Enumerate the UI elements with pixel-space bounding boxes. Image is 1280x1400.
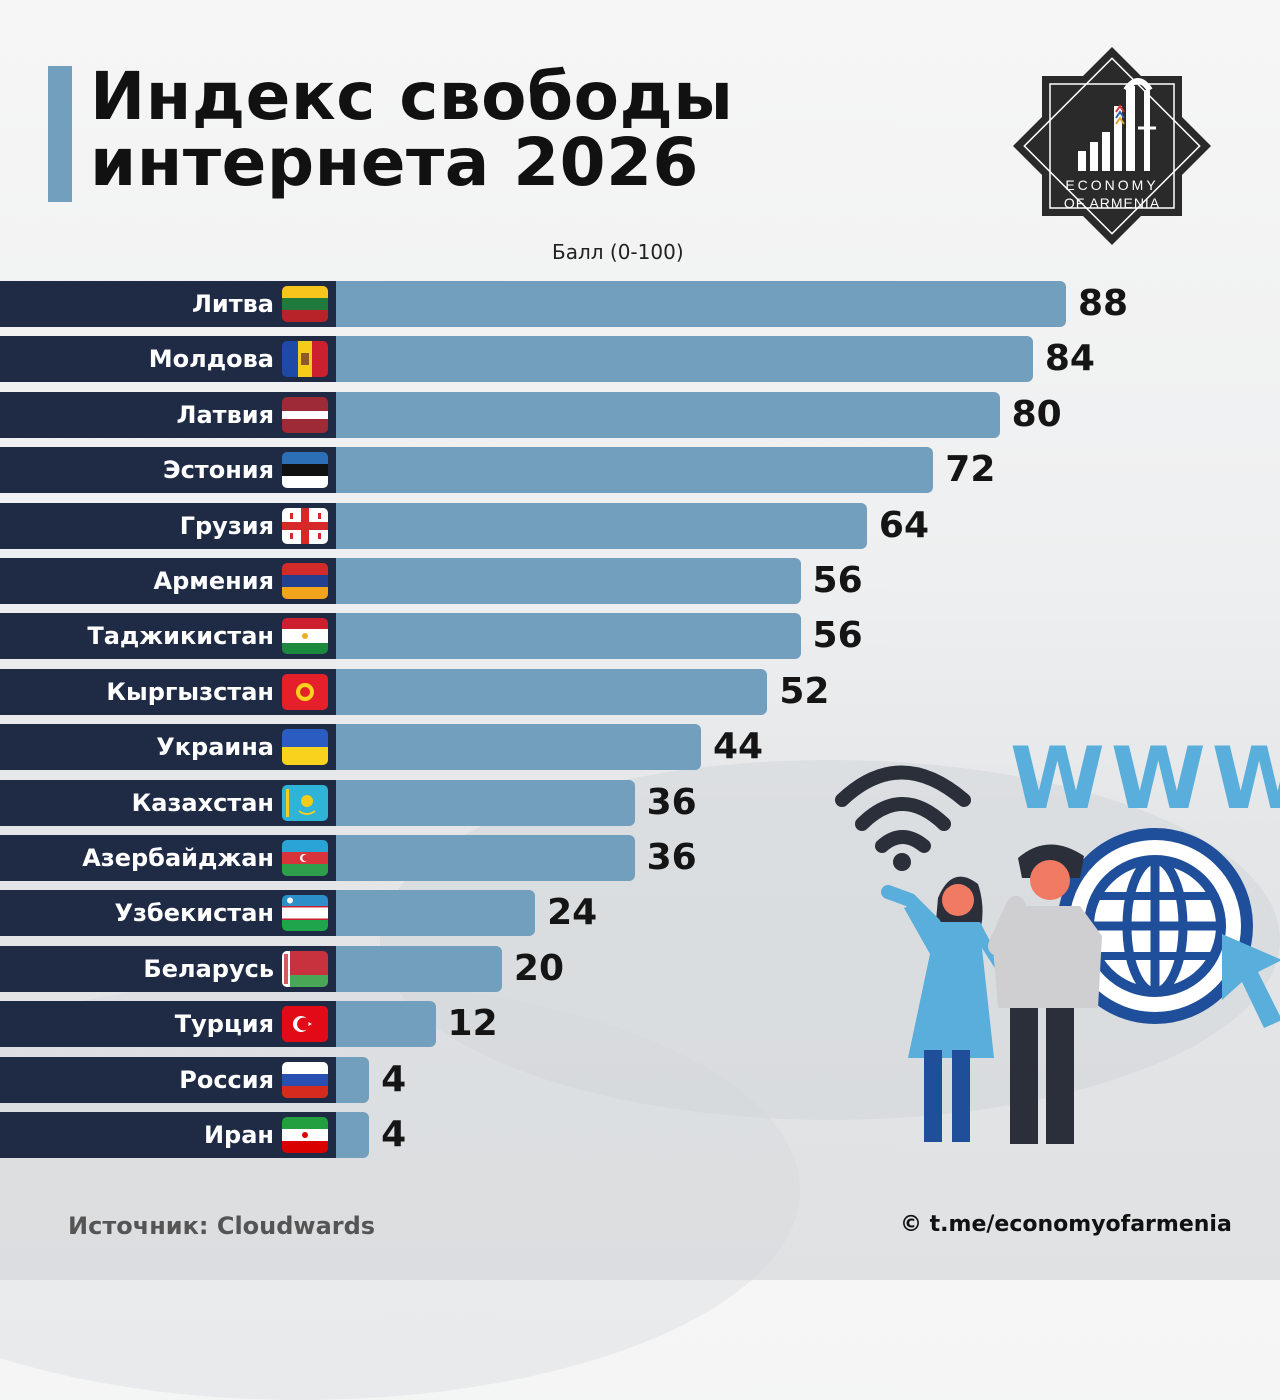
value-label: 64 xyxy=(878,504,930,546)
category-label: Украина xyxy=(156,733,274,762)
bar-label-band xyxy=(0,281,336,327)
value-label: 44 xyxy=(713,726,764,768)
man-figure xyxy=(988,844,1102,1144)
category-label: Латвия xyxy=(176,400,274,429)
tajikistan-flag xyxy=(282,618,328,655)
uzbekistan-flag xyxy=(282,895,328,932)
bar-label-band xyxy=(0,945,336,992)
bar-label-band xyxy=(0,613,336,660)
title-accent-bar xyxy=(48,66,72,202)
bar-label-band xyxy=(0,668,336,715)
kyrgyzstan-flag xyxy=(282,673,328,710)
woman-figure xyxy=(881,876,1002,1142)
kazakhstan-flag xyxy=(282,784,328,821)
bar-label-band xyxy=(0,1112,336,1158)
value-label: 12 xyxy=(447,1003,498,1045)
economy-of-armenia-logo: ECONOMY OF ARMENIA xyxy=(1013,47,1211,245)
value-label: 4 xyxy=(381,1114,407,1155)
www-text: WWW xyxy=(1010,729,1280,829)
bar-label-band xyxy=(0,724,336,771)
category-label: Таджикистан xyxy=(87,622,274,651)
value-label: 36 xyxy=(646,781,697,823)
category-label: Узбекистан xyxy=(114,899,274,928)
azerbaijan-flag xyxy=(282,840,328,876)
category-label: Эстония xyxy=(162,456,274,485)
cursor-icon xyxy=(1222,934,1280,1028)
value-label: 4 xyxy=(381,1058,407,1100)
bar-label-band xyxy=(0,558,336,604)
category-label: Азербайджан xyxy=(82,844,274,872)
value-label: 72 xyxy=(945,449,996,491)
category-label: Казахстан xyxy=(131,788,274,817)
estonia-flag xyxy=(282,452,328,489)
category-label: Армения xyxy=(153,567,274,595)
bar-label-band xyxy=(0,502,336,549)
value-label: 20 xyxy=(513,947,565,989)
value-label: 56 xyxy=(812,560,863,601)
title-line-1: Индекс свободы xyxy=(90,58,734,135)
globe-icon xyxy=(1057,828,1253,1024)
ukraine-flag xyxy=(282,729,328,766)
telegram-link[interactable]: © t.me/economyofarmenia xyxy=(900,1212,1232,1237)
category-label: Турция xyxy=(174,1010,274,1039)
category-label: Кыргызстан xyxy=(106,677,274,706)
bar-label-band xyxy=(0,779,336,826)
bar-label-band xyxy=(0,890,336,937)
turkey-flag xyxy=(282,1006,328,1043)
iran-flag xyxy=(282,1117,328,1153)
value-label: 88 xyxy=(1078,283,1129,324)
source-note: Источник: Cloudwards xyxy=(68,1212,376,1240)
armenia-flag xyxy=(282,563,328,599)
title-line-2: интернета 2026 xyxy=(90,124,699,201)
internet-illustration: WWW xyxy=(835,729,1280,1144)
category-label: Молдова xyxy=(148,345,274,374)
value-label: 80 xyxy=(1011,393,1062,435)
value-label: 52 xyxy=(779,670,830,712)
bar-chart: Литва 88 Молдова 84 Латвия 80 Эстония 72 Грузия 6… xyxy=(0,281,1129,1158)
value-label: 56 xyxy=(812,615,863,657)
bar-label-band xyxy=(0,1056,336,1103)
belarus-flag xyxy=(282,950,328,987)
category-label: Грузия xyxy=(179,511,274,540)
axis-unit-label: Балл (0-100) xyxy=(552,240,684,264)
bar-label-band xyxy=(0,447,336,494)
latvia-flag xyxy=(282,396,328,433)
logo-text-line-1: ECONOMY xyxy=(1065,177,1158,193)
value-label: 24 xyxy=(547,892,598,934)
category-label: Беларусь xyxy=(143,954,274,983)
category-label: Россия xyxy=(179,1065,274,1094)
russia-flag xyxy=(282,1061,328,1098)
category-label: Литва xyxy=(191,290,274,318)
value-label: 36 xyxy=(646,837,697,878)
bar-label-band xyxy=(0,336,336,383)
bar-label-band xyxy=(0,1001,336,1048)
bar-label-band xyxy=(0,391,336,438)
chart-title: Индекс свободы интернета 2026 xyxy=(90,64,733,196)
wifi-icon xyxy=(835,765,971,871)
bar-label-band xyxy=(0,835,336,881)
logo-text-line-2: OF ARMENIA xyxy=(1064,195,1160,211)
georgia-flag xyxy=(282,507,328,544)
category-label: Иран xyxy=(203,1121,274,1149)
moldova-flag xyxy=(282,341,328,378)
lithuania-flag xyxy=(282,286,328,322)
value-label: 84 xyxy=(1044,338,1095,380)
